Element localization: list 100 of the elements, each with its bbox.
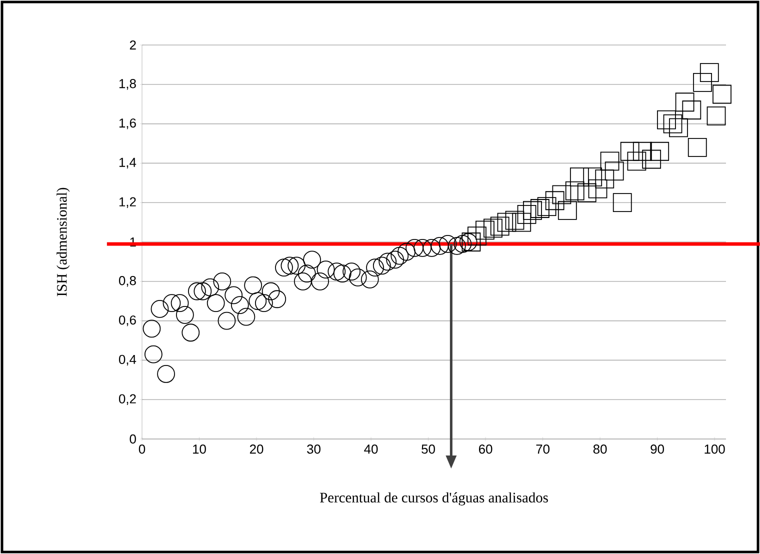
point xyxy=(348,268,367,286)
point xyxy=(490,216,510,236)
x-tick-label: 30 xyxy=(307,444,320,454)
point xyxy=(298,264,316,282)
point xyxy=(627,152,646,171)
point xyxy=(288,256,306,275)
point xyxy=(682,100,702,120)
point xyxy=(162,294,181,312)
point xyxy=(248,292,267,310)
point xyxy=(583,168,602,186)
x-tick-label: 0 xyxy=(138,444,146,454)
point xyxy=(632,142,652,161)
point xyxy=(303,250,321,269)
point xyxy=(476,220,494,240)
point xyxy=(372,256,391,275)
point xyxy=(454,235,472,253)
point xyxy=(218,312,236,330)
y-tick-label: 0,6 xyxy=(118,315,136,326)
point xyxy=(595,170,614,188)
point xyxy=(378,252,397,271)
point xyxy=(523,201,542,220)
y-tick-label: 0,8 xyxy=(118,276,136,287)
x-tick-label: 100 xyxy=(704,444,725,454)
point xyxy=(430,236,449,255)
point xyxy=(206,294,225,312)
point xyxy=(675,92,694,112)
point xyxy=(406,238,424,257)
x-tick-label: 20 xyxy=(250,444,264,454)
point xyxy=(612,193,632,212)
point xyxy=(693,72,712,92)
point xyxy=(142,320,161,338)
point xyxy=(201,278,220,296)
point xyxy=(316,260,335,279)
y-tick-label: 1,8 xyxy=(119,79,136,90)
point xyxy=(706,106,726,126)
point xyxy=(360,270,379,288)
y-tick-label: 1,6 xyxy=(119,118,136,130)
y-axis-title: ISH (admensional) xyxy=(56,188,70,296)
point xyxy=(620,142,640,161)
point xyxy=(194,282,212,300)
point xyxy=(505,210,524,230)
point xyxy=(552,185,572,204)
point xyxy=(438,235,457,253)
x-tick-label: 60 xyxy=(478,444,492,454)
point xyxy=(333,264,352,282)
point xyxy=(213,272,232,290)
point xyxy=(512,212,532,232)
point xyxy=(255,294,273,312)
x-tick-label: 90 xyxy=(650,444,664,454)
point xyxy=(669,118,688,138)
point xyxy=(244,276,262,294)
point xyxy=(688,138,707,157)
point xyxy=(545,191,564,210)
x-tick-label: 10 xyxy=(193,444,206,454)
x-tick-label: 40 xyxy=(364,444,378,454)
y-tick-label: 0 xyxy=(130,434,136,444)
point xyxy=(700,63,719,82)
point xyxy=(176,306,194,324)
point xyxy=(537,197,556,216)
point xyxy=(484,218,502,238)
point xyxy=(311,272,330,290)
point xyxy=(268,290,286,308)
point xyxy=(342,262,361,280)
point xyxy=(497,212,516,232)
point xyxy=(414,238,432,257)
point xyxy=(280,256,299,275)
point xyxy=(366,258,384,277)
point xyxy=(570,168,589,186)
point xyxy=(230,296,249,314)
point xyxy=(144,345,162,364)
point xyxy=(262,282,280,300)
y-tick-label: 1,2 xyxy=(119,197,136,208)
point xyxy=(462,232,481,252)
point xyxy=(157,365,175,383)
point xyxy=(650,142,670,161)
y-tick-label: 2 xyxy=(130,40,136,50)
y-tick-label: 0,4 xyxy=(118,354,136,366)
point xyxy=(275,258,293,277)
x-axis-title: Percentual de cursos d'águas analisados xyxy=(320,492,548,506)
point xyxy=(150,300,169,318)
x-tick-label: 80 xyxy=(593,444,607,454)
point xyxy=(390,246,409,265)
point xyxy=(237,308,256,326)
point xyxy=(170,294,189,312)
point xyxy=(224,286,243,304)
point xyxy=(558,201,577,220)
point xyxy=(530,199,550,218)
point xyxy=(517,204,536,224)
point xyxy=(422,238,441,257)
y-tick-label: 1,4 xyxy=(119,158,136,168)
point xyxy=(577,183,596,202)
x-tick-label: 70 xyxy=(536,444,550,454)
point xyxy=(386,250,404,269)
point xyxy=(188,282,206,300)
y-tick-label: 0,2 xyxy=(118,394,136,405)
point xyxy=(604,162,624,181)
point xyxy=(712,84,732,104)
point xyxy=(663,114,682,134)
point xyxy=(459,233,478,251)
point xyxy=(642,150,662,169)
